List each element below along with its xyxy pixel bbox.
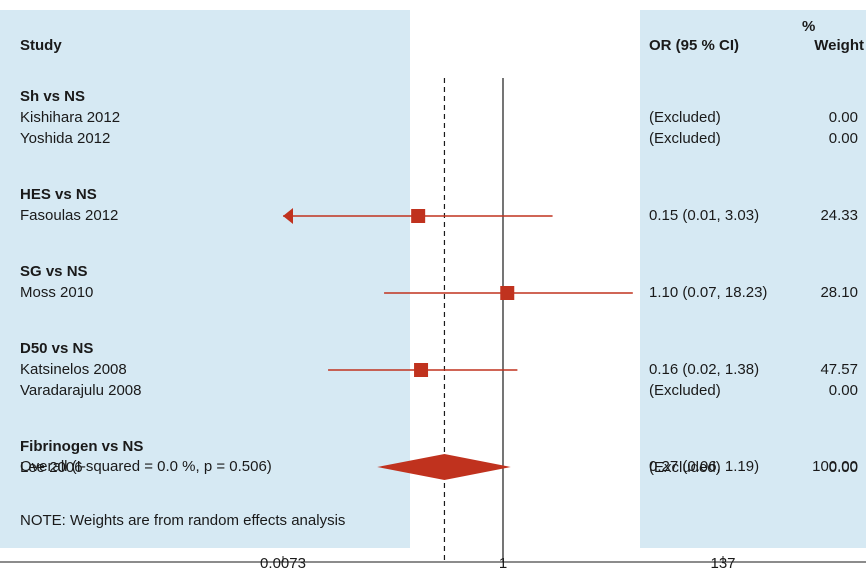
point-estimate-square <box>414 363 429 377</box>
overall-weight-text: 100.00 <box>812 458 858 475</box>
study-label: Kishihara 2012 <box>20 109 121 126</box>
weight-text: 0.00 <box>828 130 858 147</box>
note-text: NOTE: Weights are from random effects an… <box>20 512 346 529</box>
overall-or-ci-text: 0.27 (0.06, 1.19) <box>649 458 760 475</box>
study-label: Moss 2010 <box>20 284 94 301</box>
right-panel-background <box>640 10 866 548</box>
study-label: Yoshida 2012 <box>20 130 111 147</box>
study-label: Fasoulas 2012 <box>20 207 119 224</box>
point-estimate-square <box>411 209 426 223</box>
left-panel-background <box>0 10 410 548</box>
weight-text: 24.33 <box>820 207 858 224</box>
or-ci-text: (Excluded) <box>649 459 721 476</box>
or-ci-text: (Excluded) <box>649 382 721 399</box>
study-label: Katsinelos 2008 <box>20 361 127 378</box>
or-ci-text: 1.10 (0.07, 18.23) <box>649 284 768 301</box>
x-axis-tick-label: 1 <box>498 555 508 572</box>
group-label: D50 vs NS <box>20 340 94 357</box>
overall-label: Overall (I-squared = 0.0 %, p = 0.506) <box>20 458 272 475</box>
study-label: Varadarajulu 2008 <box>20 382 142 399</box>
x-axis-tick-label: 137 <box>710 555 736 572</box>
weight-text: 28.10 <box>820 284 858 301</box>
or-ci-text: 0.16 (0.02, 1.38) <box>649 361 760 378</box>
weight-text: 0.00 <box>828 382 858 399</box>
group-label: HES vs NS <box>20 186 97 203</box>
or-column-header: OR (95 % CI) <box>649 37 740 54</box>
study-label: Lee 2006 <box>20 459 83 476</box>
weight-column-header-line1: % <box>802 18 816 35</box>
weight-text: 0.00 <box>828 459 858 476</box>
weight-text: 0.00 <box>828 109 858 126</box>
overall-diamond <box>377 454 511 480</box>
weight-text: 47.57 <box>820 361 858 378</box>
study-column-header: Study <box>20 37 62 54</box>
weight-column-header-line2: Weight <box>814 37 864 54</box>
or-ci-text: (Excluded) <box>649 109 721 126</box>
point-estimate-square <box>500 286 515 300</box>
x-axis-tick-label: 0.0073 <box>260 555 306 572</box>
group-label: Sh vs NS <box>20 88 86 105</box>
or-ci-text: (Excluded) <box>649 130 721 147</box>
group-label: SG vs NS <box>20 263 88 280</box>
or-ci-text: 0.15 (0.01, 3.03) <box>649 207 760 224</box>
group-label: Fibrinogen vs NS <box>20 438 144 455</box>
